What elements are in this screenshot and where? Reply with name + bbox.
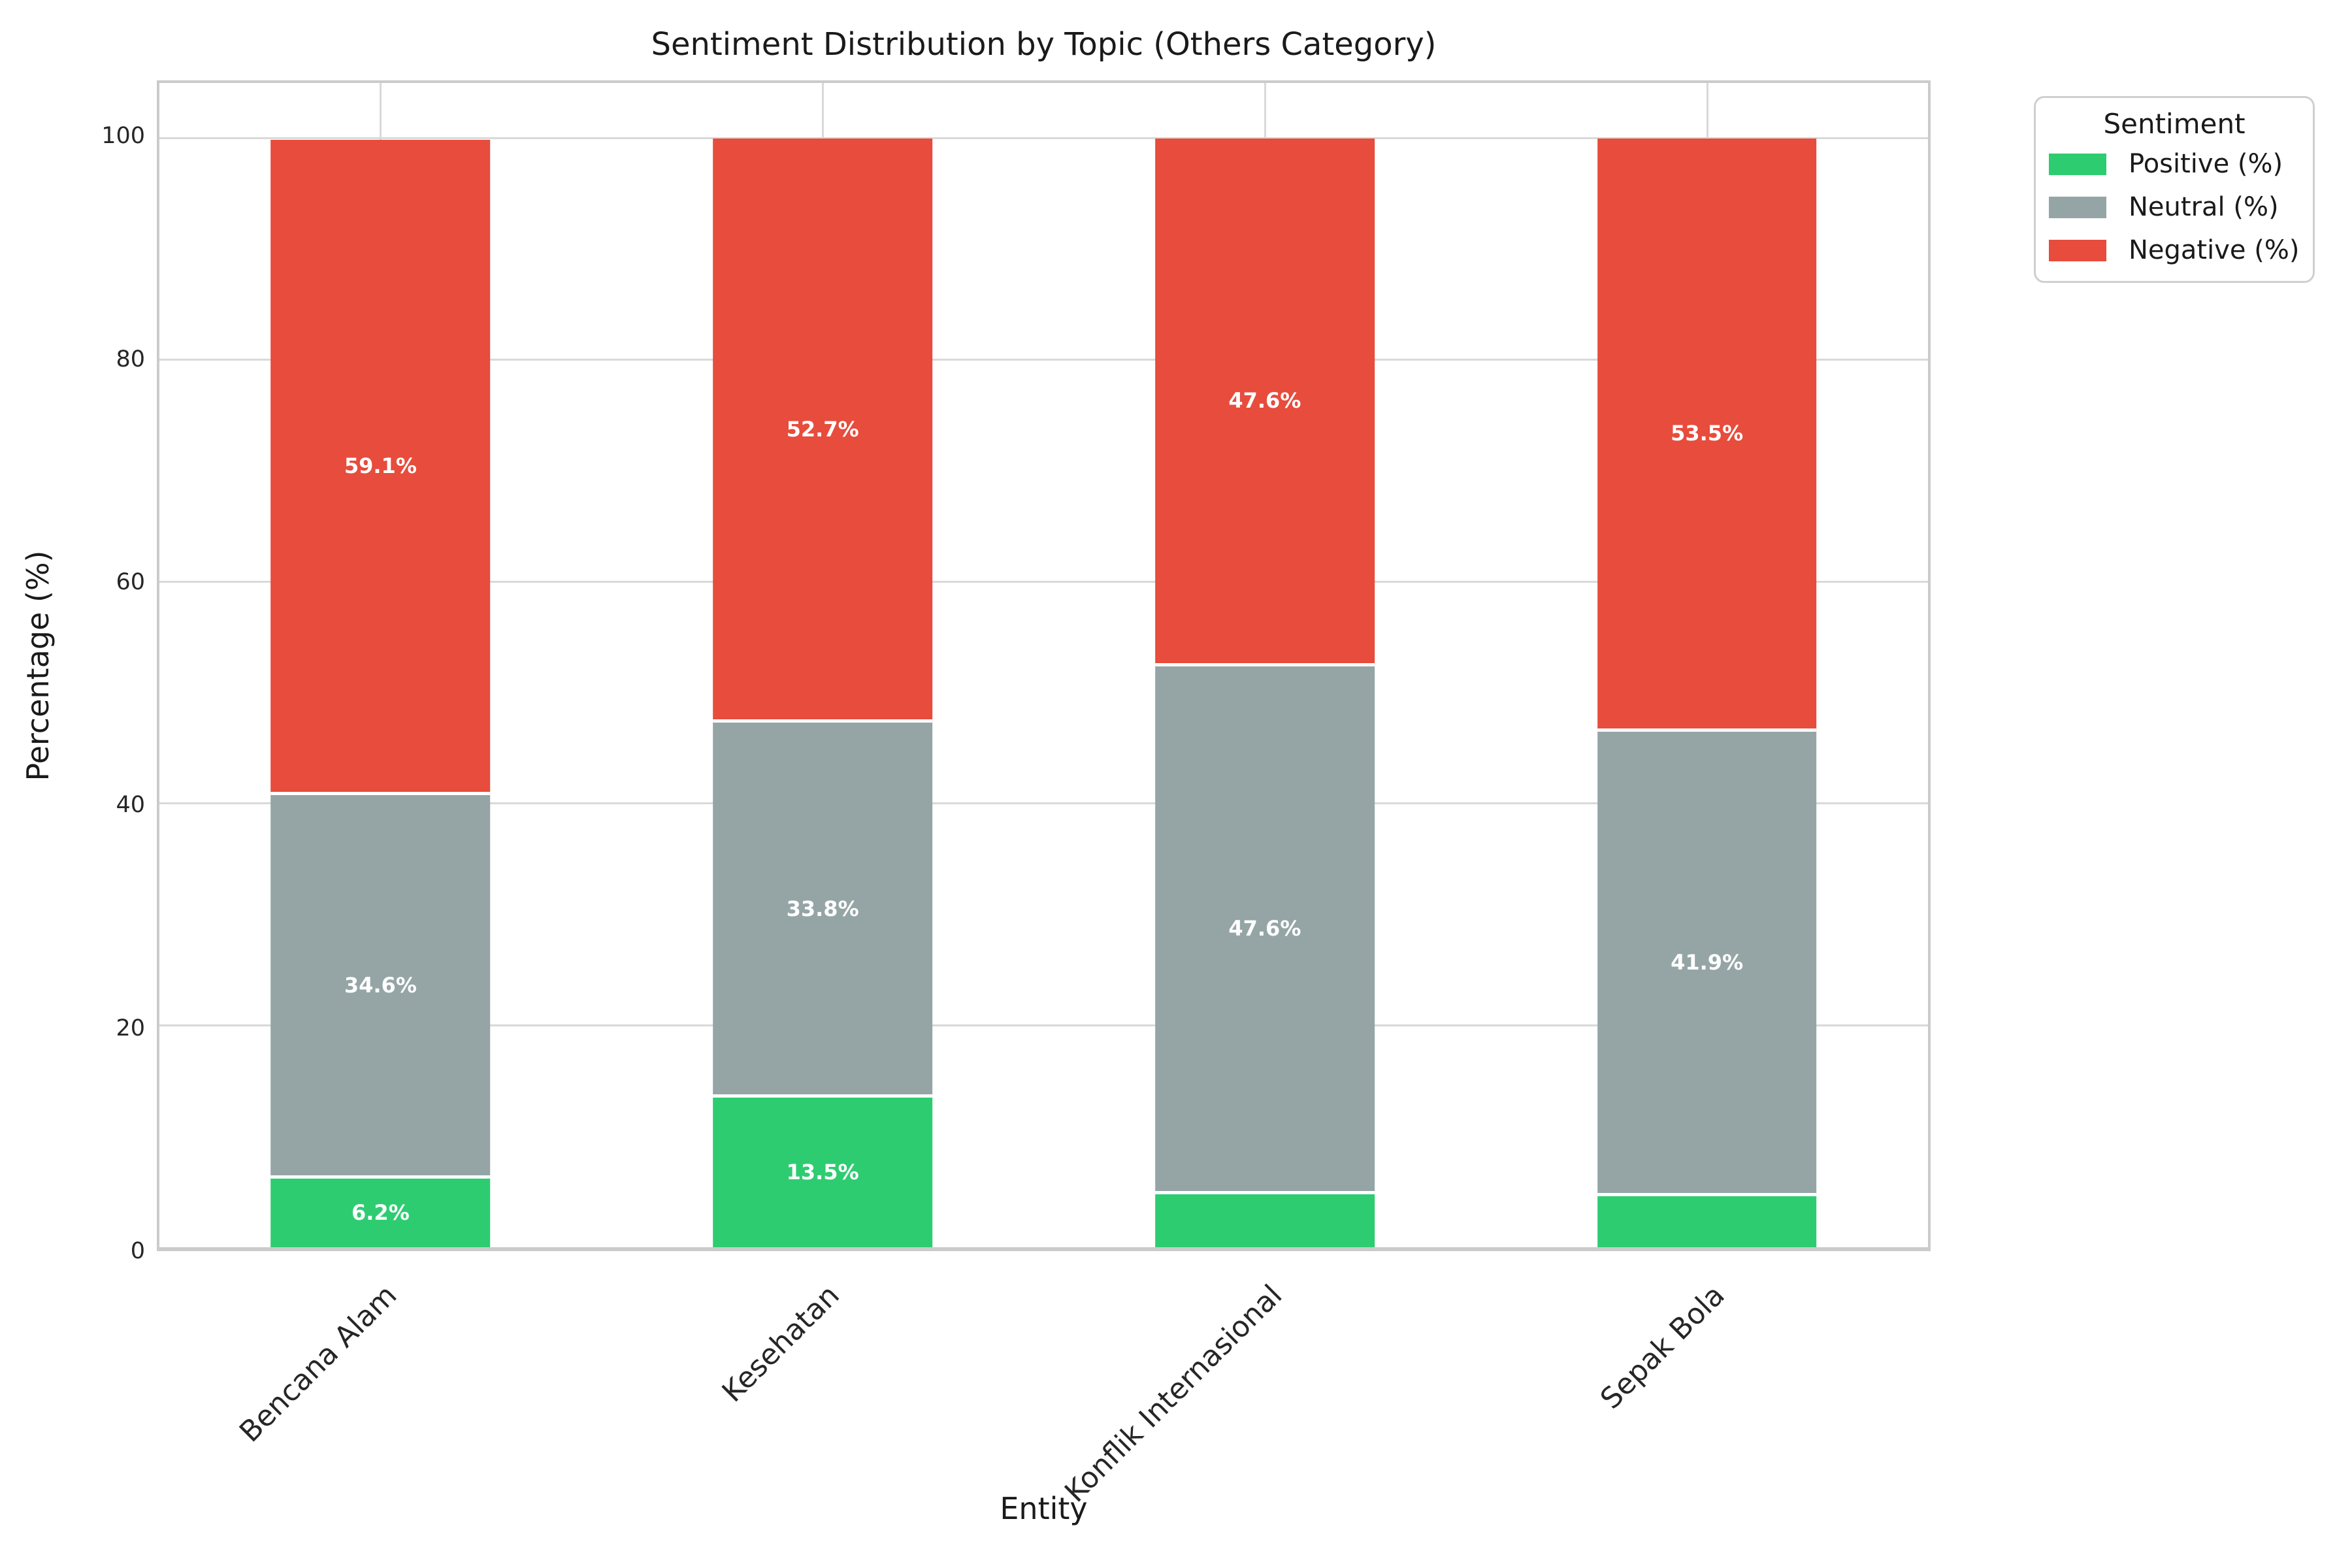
bar-segment-neutral: 33.8% <box>713 723 932 1098</box>
bar-segment-neutral: 41.9% <box>1597 731 1817 1196</box>
chart-title: Sentiment Distribution by Topic (Others … <box>651 26 1437 63</box>
bar-segment-positive: 6.2% <box>270 1178 491 1247</box>
bar-kesehatan: 13.5% 33.8% 52.7% <box>713 83 932 1247</box>
bar-segment-negative: 53.5% <box>1597 138 1817 732</box>
bar-value-label: 47.6% <box>1228 388 1301 414</box>
y-tick-label: 80 <box>116 346 145 372</box>
bar-value-label: 6.2% <box>351 1200 410 1226</box>
bar-value-label: 33.8% <box>786 896 859 921</box>
legend-swatch <box>2049 153 2106 175</box>
legend-swatch <box>2049 196 2106 218</box>
bar-value-label: 52.7% <box>786 416 859 442</box>
bar-segment-positive: 13.5% <box>713 1097 932 1247</box>
y-tick-label: 100 <box>101 123 145 150</box>
bar-value-label: 41.9% <box>1671 949 1744 975</box>
x-axis-label: Entity <box>1000 1491 1088 1526</box>
y-tick-label: 40 <box>116 792 145 819</box>
bar-value-label: 13.5% <box>786 1160 859 1185</box>
legend-label: Negative (%) <box>2129 235 2300 265</box>
bar-segment-negative: 59.1% <box>270 139 491 795</box>
bar-value-label: 53.5% <box>1671 421 1744 446</box>
x-tick-label: Sepak Bola <box>1594 1279 1732 1416</box>
h-gridline <box>159 1024 1928 1026</box>
legend-title: Sentiment <box>2103 108 2246 140</box>
bar-segment-negative: 52.7% <box>713 138 932 723</box>
bar-value-label: 59.1% <box>344 453 417 478</box>
y-tick-label: 0 <box>130 1238 145 1264</box>
bar-segment-negative: 47.6% <box>1155 138 1375 666</box>
legend-label: Neutral (%) <box>2129 192 2279 222</box>
bar-sepak-bola: 41.9% 53.5% <box>1597 83 1817 1247</box>
legend-row-positive: Positive (%) <box>2049 142 2300 186</box>
bar-segment-positive <box>1597 1196 1817 1247</box>
bar-bencana-alam: 6.2% 34.6% 59.1% <box>270 83 491 1247</box>
legend: Sentiment Positive (%) Neutral (%) Negativ… <box>2034 96 2315 283</box>
x-tick-label: Konflik Internasional <box>1058 1279 1289 1509</box>
legend-label: Positive (%) <box>2129 149 2283 179</box>
bar-value-label: 34.6% <box>344 972 417 998</box>
h-gridline <box>159 802 1928 805</box>
y-tick-label: 60 <box>116 569 145 595</box>
bar-segment-neutral: 34.6% <box>270 794 491 1179</box>
bar-segment-positive <box>1155 1194 1375 1247</box>
h-gridline <box>159 359 1928 361</box>
y-tick-labels: 0 20 40 60 80 100 <box>0 80 145 1264</box>
legend-row-neutral: Neutral (%) <box>2049 186 2300 229</box>
bar-segment-neutral: 47.6% <box>1155 666 1375 1194</box>
h-gridline <box>159 137 1928 139</box>
legend-row-negative: Negative (%) <box>2049 229 2300 272</box>
plot-area: 6.2% 34.6% 59.1% 13.5% 33.8% 52.7% 47.6% 47.6% 4… <box>157 80 1931 1251</box>
x-tick-label: Bencana Alam <box>233 1279 403 1449</box>
legend-swatch <box>2049 239 2106 261</box>
bar-konflik-internasional: 47.6% 47.6% <box>1155 83 1375 1247</box>
y-tick-label: 20 <box>116 1015 145 1041</box>
h-gridline <box>159 580 1928 583</box>
bar-value-label: 47.6% <box>1228 916 1301 941</box>
x-tick-label: Kesehatan <box>715 1279 846 1409</box>
